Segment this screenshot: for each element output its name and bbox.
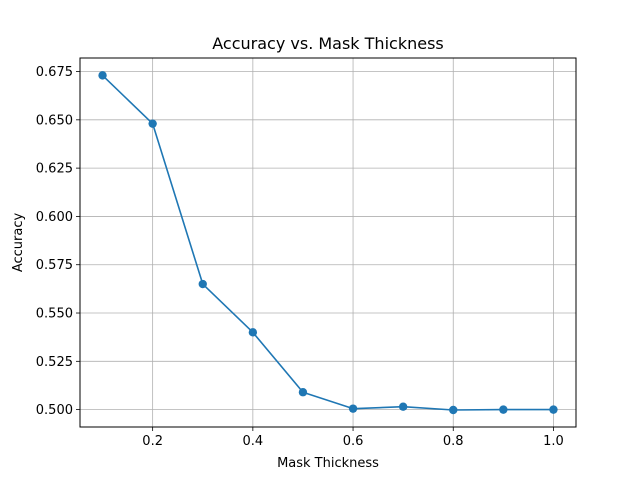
y-tick-label: 0.575 bbox=[36, 258, 73, 273]
data-point bbox=[549, 405, 558, 414]
x-tick-label: 0.6 bbox=[343, 434, 364, 449]
data-point bbox=[348, 404, 358, 413]
grid-layer bbox=[80, 58, 576, 427]
data-point bbox=[198, 279, 207, 289]
y-tick-label: 0.500 bbox=[36, 403, 73, 418]
y-tick-label: 0.525 bbox=[36, 355, 73, 370]
ticks-layer: 0.2 0.4 0.6 0.8 1.0 0.500 0.525 0.550 0.575 0.600… bbox=[36, 65, 564, 449]
data-point bbox=[248, 328, 258, 337]
data-point bbox=[98, 71, 107, 80]
data-point bbox=[499, 405, 508, 414]
data-point bbox=[148, 119, 157, 128]
x-tick-label: 0.2 bbox=[142, 434, 163, 449]
data-point bbox=[298, 388, 308, 397]
x-axis-label: Mask Thickness bbox=[277, 456, 379, 471]
data-point bbox=[449, 405, 458, 415]
chart-title: Accuracy vs. Mask Thickness bbox=[212, 34, 443, 53]
x-tick-label: 0.4 bbox=[243, 434, 264, 449]
y-tick-label: 0.550 bbox=[36, 307, 73, 322]
series-line bbox=[101, 74, 554, 411]
data-point bbox=[398, 402, 408, 411]
series-layer bbox=[98, 71, 558, 415]
y-tick-label: 0.600 bbox=[36, 210, 73, 225]
plot-frame bbox=[79, 57, 577, 428]
x-tick-label: 0.8 bbox=[443, 434, 464, 449]
y-tick-label: 0.675 bbox=[36, 65, 73, 80]
y-axis-label: Accuracy bbox=[11, 213, 26, 273]
y-tick-label: 0.650 bbox=[36, 113, 73, 128]
y-tick-label: 0.625 bbox=[36, 162, 73, 177]
x-tick-label: 1.0 bbox=[543, 434, 564, 449]
